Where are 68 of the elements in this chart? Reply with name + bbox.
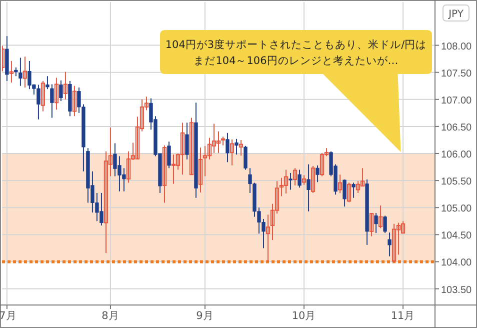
candlestick bbox=[338, 174, 342, 194]
candlestick bbox=[189, 117, 194, 176]
candlestick bbox=[104, 150, 108, 254]
candlestick bbox=[369, 212, 374, 237]
candlestick bbox=[226, 132, 230, 163]
y-tick-label: 105.50 bbox=[441, 176, 472, 188]
candlestick bbox=[374, 212, 378, 234]
candlestick bbox=[356, 180, 360, 194]
candlestick bbox=[63, 71, 68, 100]
x-tick-label: 8月 bbox=[102, 310, 120, 322]
candlestick bbox=[292, 168, 298, 186]
candlestick bbox=[22, 56, 28, 88]
x-tick-label: 11月 bbox=[390, 310, 416, 322]
annotation: 104円が3度サポートされたこともあり、米ドル/円はまだ104～106円のレンジと考えたいが… bbox=[165, 38, 427, 67]
candlestick bbox=[202, 145, 208, 177]
candlestick bbox=[244, 145, 248, 170]
y-tick-label: 104.00 bbox=[441, 258, 472, 269]
candlestick bbox=[9, 60, 14, 84]
candlestick bbox=[400, 220, 406, 234]
candlestick bbox=[234, 138, 238, 156]
y-tick-label: 104.50 bbox=[441, 230, 472, 242]
candlestick bbox=[310, 165, 316, 194]
candlestick bbox=[238, 139, 244, 156]
candlestick bbox=[18, 57, 22, 86]
candlestick bbox=[167, 141, 171, 169]
candlestick bbox=[360, 168, 365, 186]
y-tick-label: 106.50 bbox=[441, 122, 472, 134]
candlestick bbox=[388, 232, 392, 257]
x-tick-label: 9月 bbox=[196, 310, 214, 322]
candlestick bbox=[392, 223, 396, 263]
x-tick-label: 10月 bbox=[292, 310, 316, 322]
candlestick bbox=[198, 147, 203, 193]
candlestick bbox=[346, 182, 352, 203]
candlestick bbox=[72, 85, 77, 117]
candlestick bbox=[306, 164, 310, 212]
candlestick bbox=[288, 172, 292, 190]
y-tick-label: 106.00 bbox=[441, 150, 472, 160]
candlestick bbox=[284, 169, 288, 194]
y-tick-label: 108.00 bbox=[441, 41, 472, 52]
candlestick bbox=[171, 154, 176, 184]
candlestick bbox=[185, 122, 189, 160]
candlestick bbox=[230, 138, 234, 166]
candlestick bbox=[212, 123, 216, 154]
candlestick bbox=[342, 178, 346, 208]
candlestick bbox=[266, 214, 270, 262]
candlestick bbox=[352, 182, 356, 198]
candlestick bbox=[180, 122, 185, 176]
candlestick bbox=[40, 80, 46, 112]
candlestick bbox=[383, 215, 387, 234]
candlestick bbox=[54, 77, 59, 110]
candlestick bbox=[298, 169, 302, 188]
candlestick bbox=[279, 177, 284, 197]
candlestick bbox=[59, 80, 63, 102]
candlestick bbox=[46, 76, 50, 90]
y-tick-label: 107.50 bbox=[441, 68, 472, 80]
candlestick bbox=[126, 150, 131, 184]
candlestick bbox=[302, 174, 306, 186]
candlestick bbox=[162, 144, 167, 204]
y-tick-label: 107.00 bbox=[441, 95, 472, 106]
candlestick bbox=[320, 152, 324, 177]
candlestick bbox=[378, 204, 383, 229]
candlestick bbox=[207, 137, 212, 160]
y-tick-label: 103.50 bbox=[441, 284, 472, 296]
candlestick bbox=[216, 130, 221, 154]
candlestick bbox=[50, 84, 54, 118]
y-axis-title: JPY bbox=[448, 9, 464, 20]
candlestick bbox=[316, 164, 320, 183]
y-tick-label: 105.00 bbox=[441, 204, 472, 215]
